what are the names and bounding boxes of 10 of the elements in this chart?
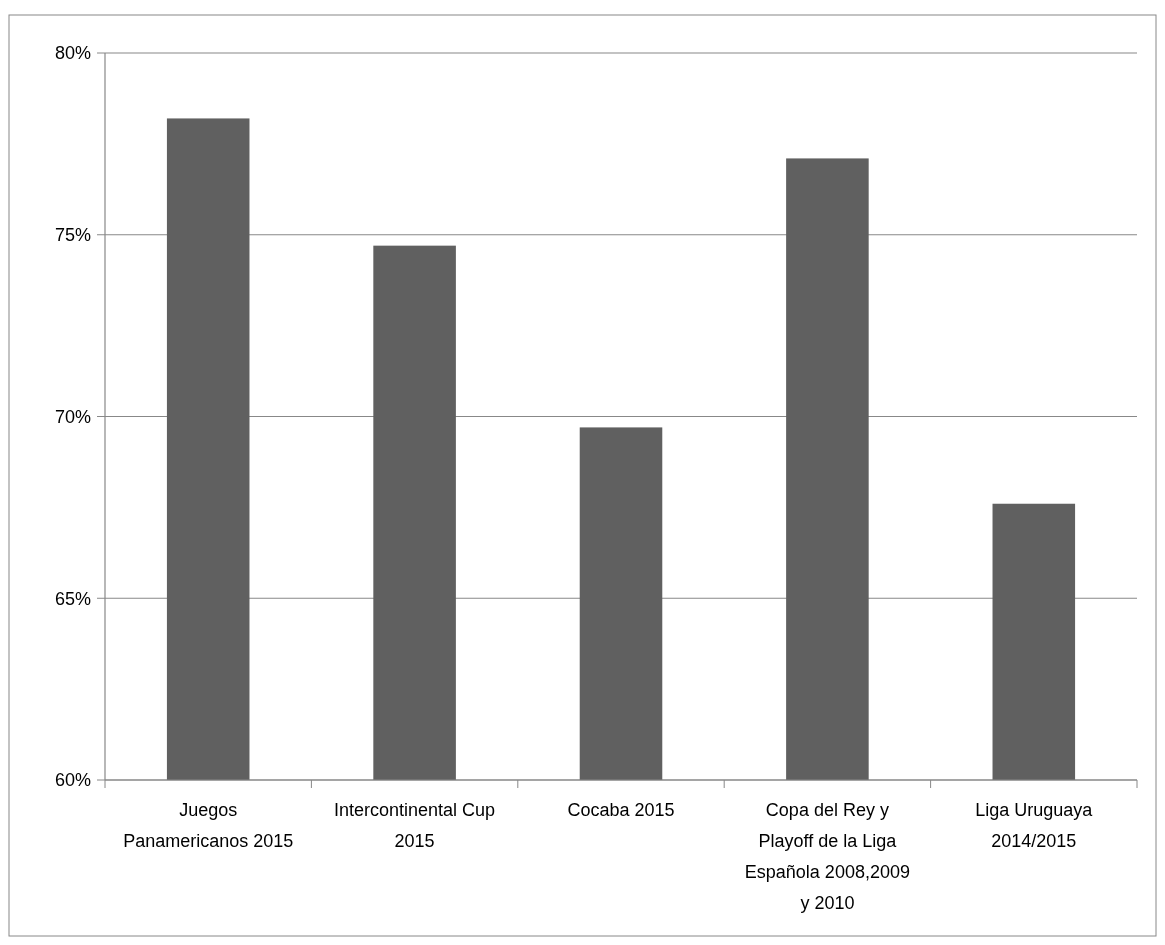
x-tick-label: Liga Uruguaya 2014/2015 xyxy=(975,800,1094,851)
x-tick-label: Copa del Rey y Playoff de la Liga Española 2008,2009 y 2010 xyxy=(744,800,910,913)
x-tick-label: Juegos Panamericanos 2015 xyxy=(123,800,294,851)
y-tick-label: 60% xyxy=(54,770,91,791)
y-tick-label: 75% xyxy=(54,225,91,246)
y-tick-label: 65% xyxy=(54,588,91,609)
y-tick-label: 70% xyxy=(54,406,91,427)
x-tick-label: Intercontinental Cup 2015 xyxy=(334,800,496,851)
y-tick-label: 80% xyxy=(54,43,91,64)
x-tick-label: Cocaba 2015 xyxy=(567,800,675,820)
